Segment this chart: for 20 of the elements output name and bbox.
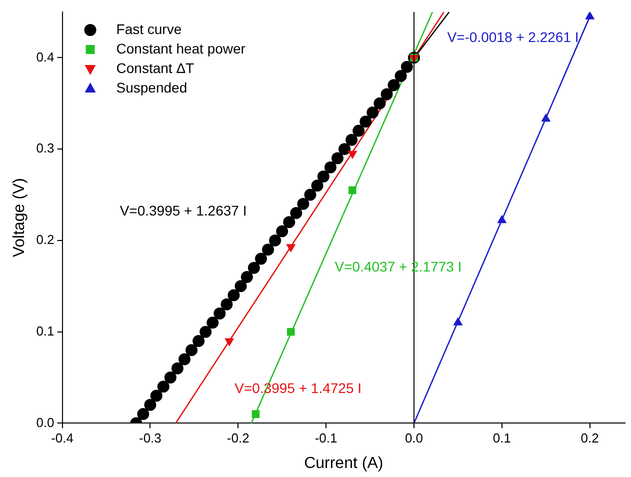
x-tick-label: -0.3 xyxy=(138,430,162,446)
x-tick-label: 0.2 xyxy=(580,430,599,446)
legend-label: Suspended xyxy=(116,79,188,96)
y-tick-label: 0.3 xyxy=(36,140,54,156)
legend-label: Constant heat power xyxy=(116,40,246,56)
x-tick-label: -0.1 xyxy=(314,430,338,446)
legend-label: Fast curve xyxy=(116,20,182,37)
x-tick-label: -0.2 xyxy=(226,430,250,446)
legend-label: Constant ΔT xyxy=(116,60,195,76)
y-tick-label: 0.1 xyxy=(36,323,54,338)
x-axis-title: Current (A) xyxy=(304,454,384,472)
annotation: V=-0.0018 + 2.2261 I xyxy=(447,28,579,45)
x-tick-label: 0.0 xyxy=(404,430,424,446)
x-tick-label: -0.4 xyxy=(51,430,74,446)
y-tick-label: 0.4 xyxy=(36,49,54,64)
annotation: V=0.3995 + 1.2637 I xyxy=(120,202,247,219)
y-axis-title: Voltage (V) xyxy=(11,178,28,258)
x-tick-label: 0.1 xyxy=(492,430,511,446)
y-tick-label: 0.2 xyxy=(36,232,54,248)
y-tick-label: 0.0 xyxy=(36,414,54,430)
